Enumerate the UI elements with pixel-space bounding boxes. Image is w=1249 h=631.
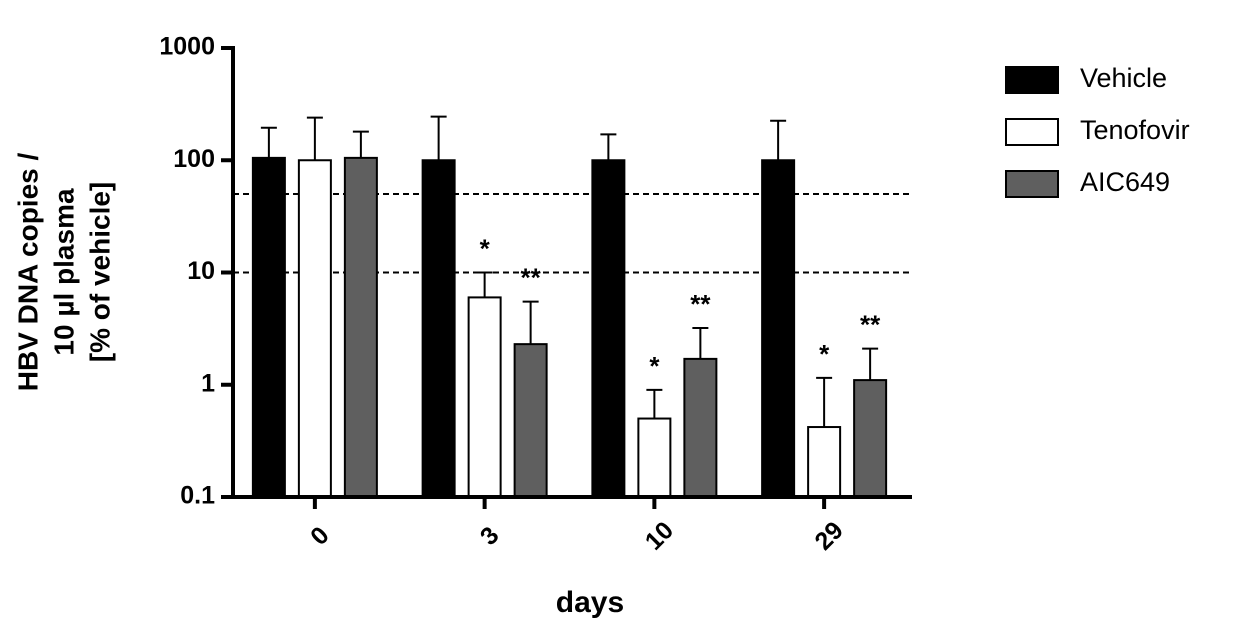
legend-swatch (1005, 118, 1059, 146)
bar (761, 159, 796, 498)
bar (683, 357, 718, 498)
bar (251, 156, 286, 499)
significance-label: * (649, 351, 660, 381)
y-tick-label: 10 (187, 257, 215, 285)
legend-swatch (1005, 66, 1059, 94)
y-tick-label: 1 (201, 369, 215, 397)
bar (343, 156, 378, 499)
bar (297, 159, 332, 498)
bar (807, 426, 842, 498)
bar (591, 159, 626, 498)
x-tick-group: 0 (305, 521, 335, 551)
significance-label: * (819, 339, 830, 369)
y-axis-label-line: 10 µl plasma (48, 188, 79, 356)
significance-label: ** (860, 309, 881, 339)
x-tick-group: 3 (475, 521, 505, 551)
legend-label: Tenofovir (1080, 115, 1190, 145)
y-tick-label: 0.1 (180, 482, 215, 510)
bar (513, 343, 548, 498)
legend-swatch (1005, 170, 1059, 198)
x-tick-group: 10 (640, 516, 679, 555)
legend-label: AIC649 (1080, 167, 1170, 197)
x-axis-label: days (556, 586, 624, 619)
significance-label: * (480, 233, 491, 263)
y-axis-label-line: [% of vehicle] (84, 182, 115, 362)
x-tick-label: 10 (640, 516, 679, 555)
y-axis-label: HBV DNA copies / 10 µl plasma [% of vehi… (12, 153, 115, 392)
bar (467, 296, 502, 498)
legend-label: Vehicle (1080, 63, 1167, 93)
x-tick-group: 29 (809, 516, 848, 555)
x-tick-label: 29 (809, 516, 848, 555)
bar (853, 379, 888, 498)
y-tick-label: 100 (173, 145, 215, 173)
significance-label: ** (690, 289, 711, 319)
significance-label: ** (521, 263, 542, 293)
y-tick-label: 1000 (159, 33, 215, 61)
y-axis-label-line: HBV DNA copies / (12, 153, 43, 392)
bar (637, 417, 672, 498)
x-tick-label: 0 (305, 521, 335, 551)
x-tick-label: 3 (475, 521, 505, 551)
bar (421, 159, 456, 498)
